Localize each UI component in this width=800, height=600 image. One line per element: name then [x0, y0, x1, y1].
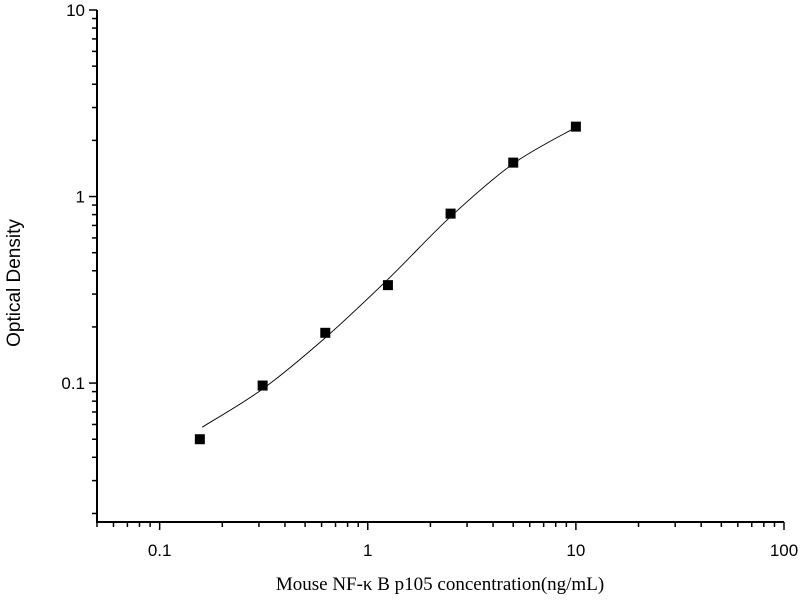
y-tick-label: 1	[76, 188, 85, 207]
axes	[89, 9, 785, 530]
x-axis-label: Mouse NF-κ B p105 concentration(ng/mL)	[276, 574, 604, 595]
y-axis-label: Optical Density	[4, 219, 25, 347]
x-tick-label: 1	[363, 541, 372, 560]
y-tick-label: 0.1	[61, 374, 85, 393]
data-point	[570, 121, 581, 132]
data-point	[445, 208, 456, 219]
data-point	[508, 157, 519, 168]
x-tick-label: 0.1	[148, 541, 172, 560]
data-point	[257, 380, 268, 391]
x-tick-label: 10	[566, 541, 585, 560]
data-point	[194, 434, 205, 445]
y-tick-labels: 0.1 1 10	[61, 1, 85, 393]
data-points	[194, 121, 581, 445]
x-tick-labels: 0.1 1 10 100	[148, 541, 798, 560]
x-tick-label: 100	[770, 541, 798, 560]
data-point	[320, 327, 331, 338]
data-point	[382, 280, 393, 291]
y-tick-label: 10	[66, 1, 85, 20]
